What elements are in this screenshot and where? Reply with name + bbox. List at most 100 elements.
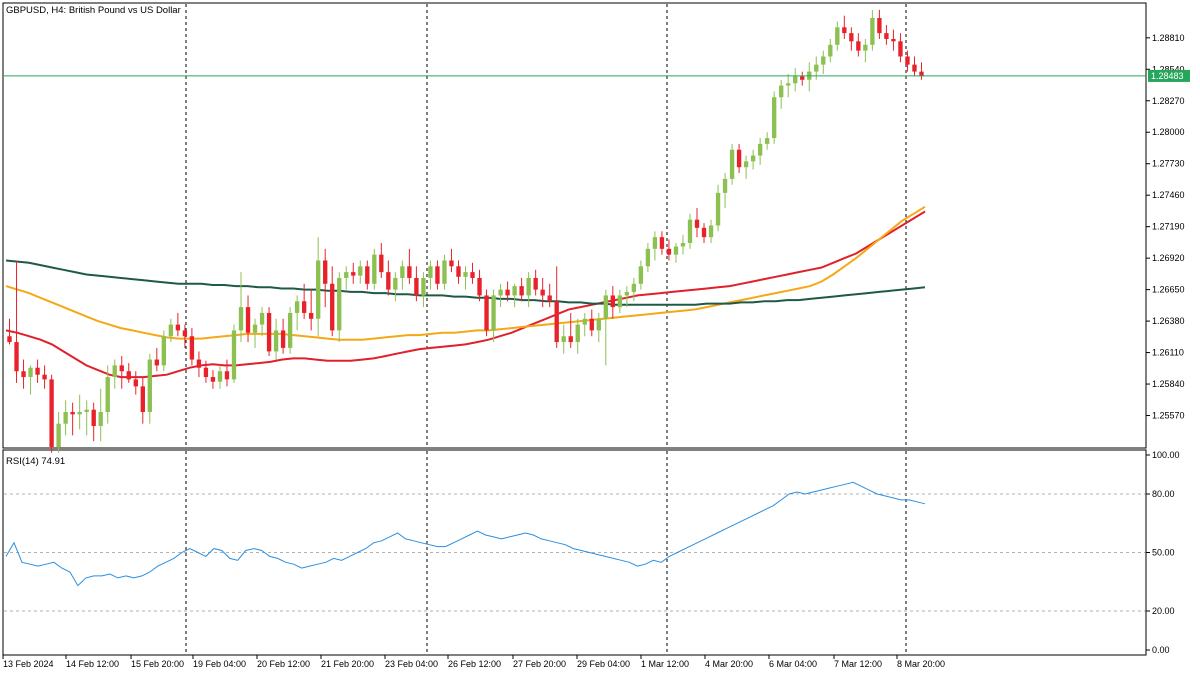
candle-body xyxy=(168,324,174,337)
price-tick-label: 1.27190 xyxy=(1152,222,1185,232)
price-tick-label: 1.28810 xyxy=(1152,33,1185,43)
candle-body xyxy=(519,286,524,296)
chart-title: GBPUSD, H4: British Pound vs US Dollar xyxy=(6,5,181,16)
rsi-tick-label: 80.00 xyxy=(1152,489,1175,499)
candle-body xyxy=(891,38,896,42)
candle-body xyxy=(63,412,68,424)
candle-body xyxy=(786,83,791,86)
price-tick-label: 1.27730 xyxy=(1152,159,1185,169)
current-price-badge xyxy=(1148,69,1190,82)
candle-body xyxy=(154,359,160,366)
rsi-label: RSI(14) 74.91 xyxy=(6,456,65,467)
time-tick-label: 4 Mar 20:00 xyxy=(705,659,753,669)
axes: 1.28810 1.28540 1.28270 1.28000 1.27730 1.274… xyxy=(2,33,1190,669)
time-tick-label: 27 Feb 20:00 xyxy=(513,659,566,669)
candle-body xyxy=(351,272,356,276)
candle-body xyxy=(470,272,475,278)
rsi-series-line xyxy=(5,481,926,587)
candle-body xyxy=(603,295,608,319)
candle-body xyxy=(631,283,637,292)
candle-body xyxy=(358,266,363,276)
time-tick-label: 7 Mar 12:00 xyxy=(834,659,882,669)
candle-body xyxy=(98,412,103,427)
candle-body xyxy=(386,272,391,290)
candle-body xyxy=(659,237,665,249)
candle-body xyxy=(330,283,335,331)
candle-body xyxy=(238,307,244,331)
candle-body xyxy=(912,64,917,72)
candle-body xyxy=(428,266,433,278)
candle-body xyxy=(266,312,272,352)
candle-body xyxy=(308,312,314,319)
candle-body xyxy=(722,178,728,193)
candle-body xyxy=(821,56,826,65)
candle-body xyxy=(259,312,265,325)
candle-body xyxy=(870,17,875,45)
candle-body xyxy=(42,374,47,380)
candle-body xyxy=(547,295,552,302)
time-tick-label: 14 Feb 12:00 xyxy=(66,659,119,669)
candle-body xyxy=(316,260,321,319)
candle-body xyxy=(421,277,426,296)
candle-body xyxy=(814,64,819,72)
candle-body xyxy=(708,225,714,238)
candle-body xyxy=(533,277,538,290)
candle-body xyxy=(624,291,630,296)
candle-body xyxy=(491,295,496,331)
current-price-label: 1.28483 xyxy=(1151,71,1184,81)
moving-average-line xyxy=(5,210,926,379)
rsi-tick-label: 50.00 xyxy=(1152,548,1175,558)
candle-body xyxy=(21,371,26,378)
price-tick-label: 1.25840 xyxy=(1152,379,1185,389)
candle-body xyxy=(863,44,868,51)
candle-body xyxy=(105,377,110,413)
time-tick-label: 15 Feb 20:00 xyxy=(131,659,184,669)
candle-body xyxy=(512,286,517,296)
candle-body xyxy=(919,71,924,77)
candle-body xyxy=(757,143,763,156)
candle-body xyxy=(884,33,889,39)
candle-body xyxy=(400,266,405,278)
candle-body xyxy=(800,76,805,80)
candle-body xyxy=(505,289,510,296)
candle-body xyxy=(203,367,209,378)
candle-body xyxy=(779,85,784,98)
moving-average-line xyxy=(5,259,926,306)
candle-body xyxy=(764,138,770,144)
candle-body xyxy=(484,295,489,331)
candle-body xyxy=(252,324,258,333)
time-tick-label: 8 Mar 20:00 xyxy=(897,659,945,669)
time-tick-label: 6 Mar 04:00 xyxy=(769,659,817,669)
candle-body xyxy=(828,44,833,57)
price-tick-label: 1.26380 xyxy=(1152,316,1185,326)
price-panel-frame xyxy=(2,2,1147,449)
candle-body xyxy=(379,254,384,273)
candle-body xyxy=(126,371,131,380)
candle-body xyxy=(835,27,840,45)
candle-body xyxy=(898,41,903,57)
grid-layer xyxy=(4,4,1145,654)
price-tick-label: 1.26920 xyxy=(1152,253,1185,263)
time-tick-label: 26 Feb 12:00 xyxy=(448,659,501,669)
moving-average-line xyxy=(5,205,926,341)
candle-body xyxy=(729,149,735,179)
candle-body xyxy=(687,219,693,243)
candle-body xyxy=(856,41,861,51)
candle-body xyxy=(694,219,700,228)
candle-body xyxy=(477,277,482,296)
candle-body xyxy=(112,365,117,378)
candle-body xyxy=(589,318,594,331)
candle-body xyxy=(224,371,230,380)
time-tick-label: 23 Feb 04:00 xyxy=(385,659,438,669)
candle-body xyxy=(652,237,658,249)
price-tick-label: 1.26650 xyxy=(1152,285,1185,295)
rsi-tick-label: 20.00 xyxy=(1152,606,1175,616)
price-tick-label: 1.28270 xyxy=(1152,96,1185,106)
candle-body xyxy=(393,277,398,290)
candle-body xyxy=(140,386,145,413)
candle-body xyxy=(365,266,370,284)
candle-body xyxy=(28,367,33,378)
candle-body xyxy=(7,336,12,343)
moving-averages xyxy=(5,205,926,379)
